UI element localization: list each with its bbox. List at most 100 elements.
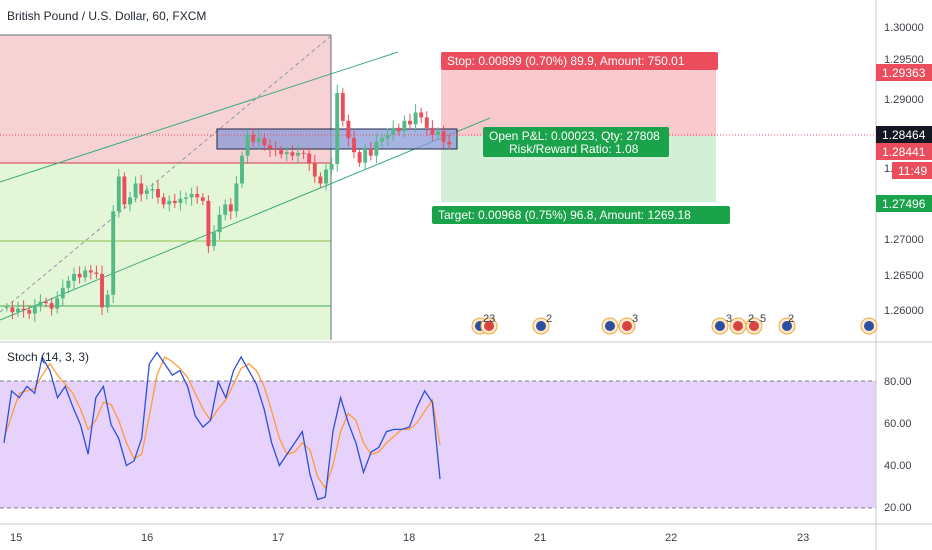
stoch-band xyxy=(0,381,876,508)
stoch-lines xyxy=(3,351,441,501)
candle-body xyxy=(217,214,222,233)
candle-body xyxy=(212,232,216,247)
candle-body xyxy=(408,120,412,125)
target-label-box[interactable] xyxy=(432,206,730,224)
candle-body xyxy=(430,127,435,135)
channel-upper xyxy=(0,51,399,183)
candle-body xyxy=(72,273,76,281)
candle-body xyxy=(60,287,65,299)
candle-body xyxy=(363,148,368,163)
candle-body xyxy=(385,134,390,139)
price-tick: 1.29500 xyxy=(884,54,924,66)
candle-body xyxy=(184,197,188,199)
candle-body xyxy=(447,141,452,145)
candle-body xyxy=(4,307,9,309)
chart-title: British Pound / U.S. Dollar, 60, FXCM xyxy=(7,9,206,23)
candle-body xyxy=(172,200,177,203)
time-tick: 18 xyxy=(403,532,415,544)
candle-body xyxy=(424,117,429,128)
time-tick: 15 xyxy=(10,532,22,544)
stoch-axis[interactable]: 80.00 60.00 40.00 20.00 xyxy=(884,376,912,514)
event-count: 3 xyxy=(632,313,638,325)
pnl-label-box[interactable] xyxy=(483,127,669,157)
candle-body xyxy=(380,138,384,142)
last-price-text: 1.28464 xyxy=(882,128,926,142)
time-axis[interactable]: 15 16 17 18 21 22 23 xyxy=(10,532,809,544)
event-flag-icon[interactable]: 23 xyxy=(471,313,498,335)
candle-body xyxy=(391,127,396,135)
channel-lower xyxy=(0,117,491,321)
candle-body xyxy=(290,152,295,156)
stop-price-badge xyxy=(876,64,932,81)
candle-body xyxy=(44,301,48,304)
candle-body xyxy=(262,138,267,146)
countdown-badge xyxy=(892,162,932,179)
stop-price-text: 1.29363 xyxy=(882,66,926,80)
events-row: 23 2 3 3 2 5 2 xyxy=(471,313,878,335)
candle-body xyxy=(105,294,110,308)
entry-price-text: 1.28441 xyxy=(882,145,926,159)
stoch-tick: 60.00 xyxy=(884,418,912,430)
event-flag-icon[interactable]: 2 xyxy=(532,313,552,335)
target-price-text: 1.27496 xyxy=(882,197,926,211)
time-tick: 22 xyxy=(665,532,677,544)
candle-body xyxy=(66,280,71,288)
candle-body xyxy=(340,93,345,121)
candle-body xyxy=(139,183,144,194)
stop-label-box[interactable] xyxy=(441,52,718,70)
stoch-tick: 80.00 xyxy=(884,376,912,388)
countdown-text: 11:49 xyxy=(898,164,927,178)
candle-body xyxy=(122,176,127,205)
candle-body xyxy=(206,200,211,247)
candle-body xyxy=(234,183,239,212)
event-flag-icon[interactable]: 3 xyxy=(601,313,638,335)
candle-body xyxy=(94,272,99,274)
candle-body xyxy=(436,131,440,135)
candle-body xyxy=(100,273,104,308)
candle-body xyxy=(55,298,60,309)
candle-body xyxy=(268,145,272,149)
candle-body xyxy=(88,270,93,273)
stoch-k-line xyxy=(3,351,441,501)
candle-body xyxy=(38,301,43,306)
candle-body xyxy=(189,193,194,198)
stop-zone[interactable] xyxy=(441,68,716,136)
stoch-tick: 20.00 xyxy=(884,502,912,514)
candle-body xyxy=(357,152,362,163)
candle-body xyxy=(195,193,200,198)
candle-body xyxy=(296,152,300,156)
event-flag-icon[interactable]: 3 2 5 xyxy=(711,313,766,335)
candle-body xyxy=(161,197,166,205)
time-tick: 21 xyxy=(534,532,546,544)
fib-diagonal xyxy=(0,35,332,313)
pnl-label: Open P&L: 0.00023, Qty: 27808 xyxy=(489,129,660,143)
target-price-badge xyxy=(876,195,932,212)
target-label: Target: 0.00968 (0.75%) 96.8, Amount: 12… xyxy=(438,208,691,222)
candle-body xyxy=(156,189,160,198)
candle-body xyxy=(251,134,256,142)
event-count: 2 xyxy=(546,313,552,325)
stoch-tick: 40.00 xyxy=(884,460,912,472)
time-tick: 16 xyxy=(141,532,153,544)
stoch-title: Stoch (14, 3, 3) xyxy=(7,350,89,364)
candle-body xyxy=(21,308,26,311)
price-tick: 1.26000 xyxy=(884,305,924,317)
candle-body xyxy=(368,148,373,156)
candle-body xyxy=(83,270,88,278)
event-flag-icon[interactable] xyxy=(860,317,878,335)
candle-body xyxy=(352,138,356,153)
candle-body xyxy=(144,190,149,194)
rr-label: Risk/Reward Ratio: 1.08 xyxy=(509,142,639,156)
candle-body xyxy=(240,155,244,184)
candle-body xyxy=(329,164,334,170)
candle-body xyxy=(307,153,312,163)
stoch-d-line xyxy=(3,356,441,490)
event-flag-icon[interactable]: 2 xyxy=(778,313,796,335)
candle-body xyxy=(256,138,261,142)
candle-body xyxy=(396,127,401,132)
candle-body xyxy=(49,303,54,309)
candle-body xyxy=(133,183,138,198)
event-count: 5 xyxy=(760,313,766,325)
candle-body xyxy=(245,134,250,156)
